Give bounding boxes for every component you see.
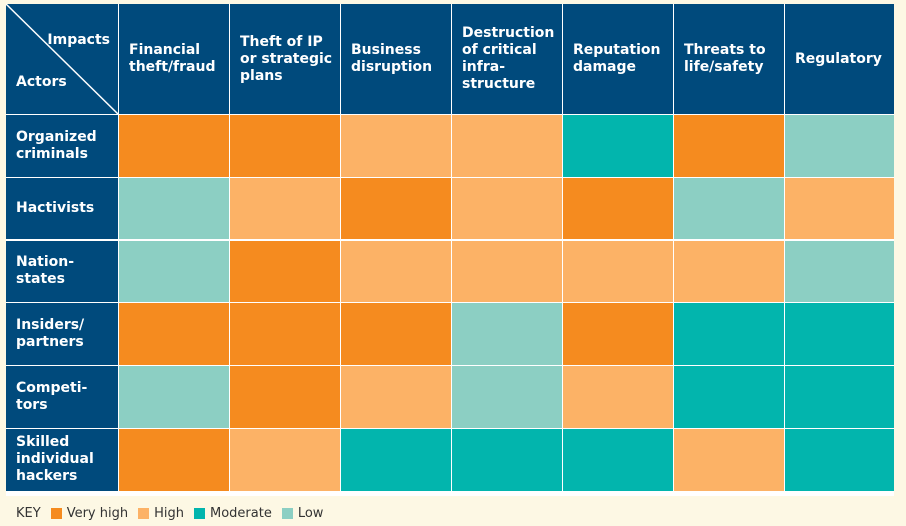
legend-key: KEY Very high High Moderate Low xyxy=(16,506,323,521)
cell-competi-tors-6 xyxy=(674,366,784,428)
column-header-3: Business disruption xyxy=(341,4,451,114)
cell-insiders-partners-3 xyxy=(341,303,451,366)
key-swatch-very-high xyxy=(50,508,62,519)
cell-skilled-individual-hackers-5 xyxy=(563,429,673,491)
cell-insiders-partners-6 xyxy=(674,303,784,366)
column-header-6: Threats to life/safety xyxy=(674,4,784,114)
corner-impacts-label: Impacts xyxy=(47,32,110,48)
key-swatch-moderate xyxy=(193,508,205,519)
cell-insiders-partners-1 xyxy=(119,303,229,366)
key-item-high: High xyxy=(138,506,184,521)
cell-organized-criminals-1 xyxy=(119,115,229,177)
cell-competi-tors-2 xyxy=(230,366,340,428)
row-header-insiders-partners: Insiders/ partners xyxy=(6,303,118,366)
cell-skilled-individual-hackers-3 xyxy=(341,429,451,491)
column-header-5: Reputation damage xyxy=(563,4,673,114)
cell-skilled-individual-hackers-4 xyxy=(452,429,562,491)
cell-organized-criminals-6 xyxy=(674,115,784,177)
column-header-1: Financial theft/fraud xyxy=(119,4,229,114)
cell-nation-states-2 xyxy=(230,240,340,303)
row-header-nation-states: Nation- states xyxy=(6,240,118,303)
key-label-very-high: Very high xyxy=(66,506,129,521)
cell-competi-tors-4 xyxy=(452,366,562,428)
key-item-low: Low xyxy=(281,506,324,521)
cell-competi-tors-5 xyxy=(563,366,673,428)
cell-hactivists-3 xyxy=(341,177,451,240)
key-label-moderate: Moderate xyxy=(209,506,272,521)
key-label-low: Low xyxy=(297,506,324,521)
column-header-7: Regulatory xyxy=(785,4,894,114)
heatmap-table: Impacts Actors Financial theft/fraud Thef… xyxy=(6,4,894,496)
cell-skilled-individual-hackers-2 xyxy=(230,429,340,491)
cell-competi-tors-3 xyxy=(341,366,451,428)
cell-nation-states-4 xyxy=(452,240,562,303)
key-label-high: High xyxy=(154,506,184,521)
corner-diagonal xyxy=(6,4,118,114)
cell-hactivists-1 xyxy=(119,177,229,240)
key-title: KEY xyxy=(16,506,41,521)
cell-insiders-partners-4 xyxy=(452,303,562,366)
cell-hactivists-5 xyxy=(563,177,673,240)
cell-organized-criminals-2 xyxy=(230,115,340,177)
cell-insiders-partners-2 xyxy=(230,303,340,366)
cell-skilled-individual-hackers-6 xyxy=(674,429,784,491)
cell-hactivists-4 xyxy=(452,177,562,240)
cell-insiders-partners-7 xyxy=(785,303,894,366)
cell-organized-criminals-4 xyxy=(452,115,562,177)
cell-organized-criminals-5 xyxy=(563,115,673,177)
row-header-competi-tors: Competi- tors xyxy=(6,366,118,428)
cell-hactivists-7 xyxy=(785,177,894,240)
key-item-very-high: Very high xyxy=(50,506,129,521)
cell-nation-states-7 xyxy=(785,240,894,303)
column-header-2: Theft of IP or strategic plans xyxy=(230,4,340,114)
row-header-skilled-individual-hackers: Skilled individual hackers xyxy=(6,429,118,491)
cell-nation-states-5 xyxy=(563,240,673,303)
cell-skilled-individual-hackers-1 xyxy=(119,429,229,491)
corner-actors-label: Actors xyxy=(16,74,67,90)
key-swatch-low xyxy=(281,508,293,519)
column-header-4: Destruction of critical infra- structure xyxy=(452,4,562,114)
cell-nation-states-1 xyxy=(119,240,229,303)
row-header-hactivists: Hactivists xyxy=(6,177,118,240)
row-header-organized-criminals: Organized criminals xyxy=(6,115,118,177)
corner-cell: Impacts Actors xyxy=(6,4,118,114)
cell-skilled-individual-hackers-7 xyxy=(785,429,894,491)
cell-hactivists-2 xyxy=(230,177,340,240)
cell-hactivists-6 xyxy=(674,177,784,240)
cell-organized-criminals-3 xyxy=(341,115,451,177)
key-swatch-high xyxy=(138,508,150,519)
cell-organized-criminals-7 xyxy=(785,115,894,177)
cell-competi-tors-7 xyxy=(785,366,894,428)
cell-nation-states-3 xyxy=(341,240,451,303)
key-item-moderate: Moderate xyxy=(193,506,272,521)
cell-competi-tors-1 xyxy=(119,366,229,428)
cell-nation-states-6 xyxy=(674,240,784,303)
cell-insiders-partners-5 xyxy=(563,303,673,366)
